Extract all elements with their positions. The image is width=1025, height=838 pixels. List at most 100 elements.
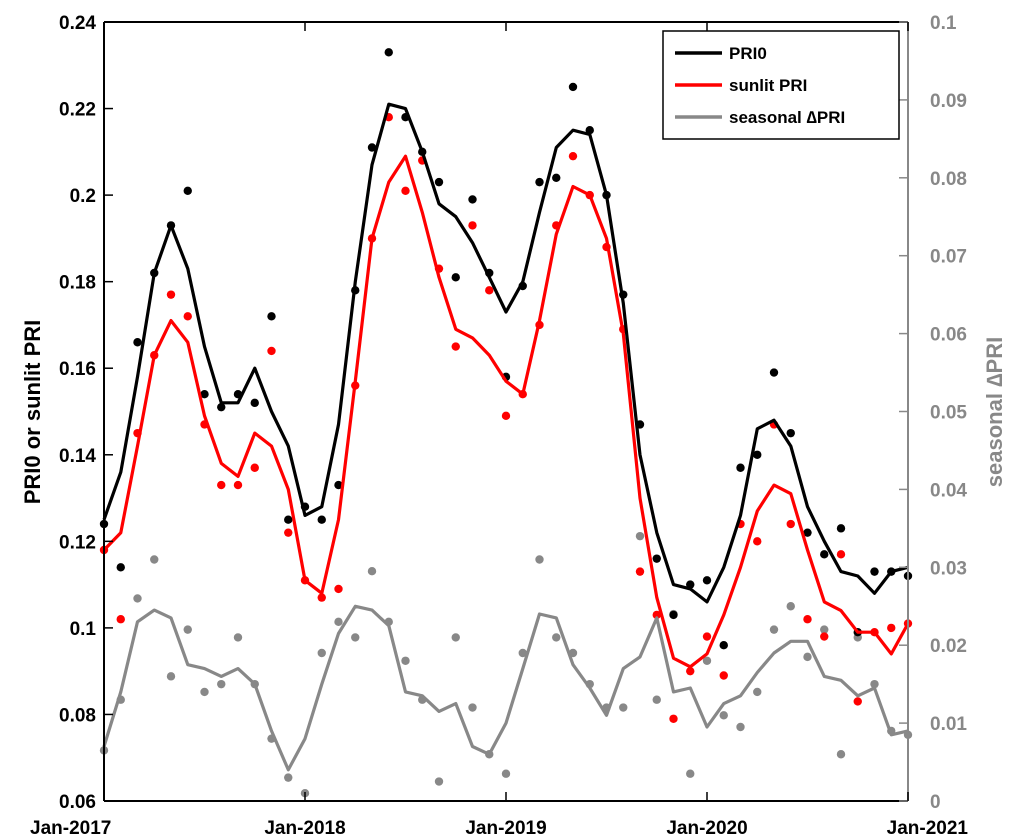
series-seasonal-pri-point-7: [217, 679, 226, 689]
series-pri0-point-46: [870, 567, 879, 576]
series-seasonal-pri-point-42: [803, 652, 812, 662]
series-sunlit-pri-point-47: [887, 623, 896, 633]
series-sunlit-pri-point-35: [686, 666, 695, 676]
series-pri0-point-37: [719, 641, 728, 650]
series-seasonal-pri-point-37: [719, 711, 728, 720]
series-pri0-point-28: [568, 82, 578, 92]
series-pri0-point-41: [786, 428, 795, 438]
series-seasonal-pri-point-44: [836, 750, 846, 759]
series-sunlit-pri-point-21: [451, 342, 460, 351]
series-seasonal-pri-point-43: [820, 625, 829, 634]
series-sunlit-pri-point-34: [669, 714, 678, 723]
series-pri0-point-39: [753, 450, 762, 459]
series-sunlit-pri-point-4: [166, 290, 176, 299]
series-pri0-point-10: [267, 312, 276, 321]
series-sunlit-pri-point-44: [836, 550, 846, 559]
series-pri0-point-5: [183, 186, 192, 195]
axes-layer: 0.06 0.08 0.1 0.12 0.14 0.16 0.18 0.2 0.22 0.24 0 0…: [30, 13, 968, 838]
y-right-tick-label: 0.07: [930, 247, 967, 268]
series-seasonal-pri-point-21: [451, 633, 460, 642]
series-pri0-point-11: [284, 515, 293, 524]
series-sunlit-pri-point-1: [116, 615, 125, 624]
y-left-tick-label: 0.14: [59, 446, 96, 467]
series-seasonal-pri-point-26: [535, 555, 544, 564]
series-sunlit-pri-point-9: [250, 463, 259, 472]
series-pri0-point-9: [250, 398, 259, 408]
series-seasonal-pri-point-39: [753, 687, 762, 697]
series-sunlit-pri-point-14: [334, 584, 343, 594]
series-seasonal-pri-line: [102, 604, 909, 772]
series-sunlit-pri-point-36: [702, 632, 712, 641]
y-left-tick-label: 0.12: [59, 532, 96, 553]
series-layer: [99, 48, 913, 798]
series-sunlit-pri-point-22: [468, 221, 477, 230]
series-seasonal-pri-point-41: [786, 602, 795, 611]
y-left-tick-label: 0.1: [70, 619, 97, 640]
y-right-tick-label: 0.1: [930, 13, 957, 34]
series-sunlit-pri-point-33: [652, 610, 661, 620]
y-right-tick-label: 0.09: [930, 91, 967, 112]
series-pri0-point-1: [116, 563, 125, 572]
series-seasonal-pri-point-40: [769, 625, 779, 634]
y-left-tick-label: 0.08: [59, 705, 96, 726]
series-seasonal-pri-point-18: [401, 656, 410, 665]
series-sunlit-pri-point-10: [267, 346, 276, 356]
series-seasonal-pri-point-16: [367, 566, 377, 576]
y-right-tick-label: 0.05: [930, 403, 967, 424]
series-seasonal-pri-point-35: [686, 769, 695, 778]
legend-label-sunlit-pri: sunlit PRI: [729, 76, 807, 95]
y-left-tick-label: 0.16: [59, 359, 96, 380]
x-tick-label: Jan-2018: [264, 818, 345, 838]
y-right-tick-label: 0.02: [930, 636, 967, 657]
series-sunlit-pri-point-43: [820, 632, 829, 641]
series-seasonal-pri-point-2: [133, 594, 142, 603]
y-axis-left-title: PRI0 or sunlit PRI: [20, 320, 45, 505]
series-sunlit-pri-point-42: [803, 615, 812, 624]
series-pri0-point-6: [200, 389, 209, 399]
x-tick-label: Jan-2019: [465, 818, 546, 838]
series-pri0-point-21: [451, 273, 460, 282]
series-seasonal-pri-point-6: [200, 687, 209, 697]
series-pri0-point-33: [652, 554, 661, 563]
legend-label-pri0: PRI0: [729, 44, 767, 63]
series-seasonal-pri-point-33: [652, 695, 661, 704]
series-pri0-point-7: [217, 402, 226, 412]
series-seasonal-pri-point-4: [166, 672, 176, 681]
legend: PRI0 sunlit PRI seasonal ∆PRI: [662, 30, 900, 140]
series-seasonal-pri-point-24: [501, 769, 511, 778]
series-pri0-point-44: [836, 524, 846, 533]
series-sunlit-pri-point-18: [401, 186, 410, 195]
y-right-tick-label: 0.03: [930, 558, 967, 579]
series-pri0-point-43: [820, 550, 829, 559]
series-pri0-point-14: [334, 480, 343, 490]
series-pri0-point-42: [803, 528, 812, 537]
series-sunlit-pri-point-5: [183, 312, 192, 321]
series-pri0-point-26: [535, 177, 544, 187]
y-left-tick-label: 0.06: [59, 792, 96, 813]
series-pri0-point-20: [434, 177, 444, 187]
series-seasonal-pri-point-46: [870, 679, 879, 689]
series-sunlit-pri-point-7: [217, 480, 226, 490]
series-pri0-point-2: [133, 338, 142, 347]
series-pri0-point-34: [669, 610, 678, 620]
series-sunlit-pri-point-23: [485, 286, 494, 295]
series-seasonal-pri-point-36: [702, 656, 712, 665]
series-sunlit-pri-line: [102, 154, 910, 669]
series-sunlit-pri-point-11: [284, 528, 293, 537]
y-axis-right-title: seasonal ∆PRI: [982, 337, 1007, 487]
y-right-tick-label: 0.04: [930, 480, 967, 501]
series-sunlit-pri-point-32: [635, 567, 645, 576]
x-tick-label: Jan-2020: [666, 818, 747, 838]
series-seasonal-pri-point-13: [317, 648, 326, 658]
series-seasonal-pri-point-32: [635, 531, 645, 541]
legend-label-seasonal-dpri: seasonal ∆PRI: [729, 108, 845, 127]
series-seasonal-pri-point-38: [736, 722, 745, 732]
series-seasonal-pri-point-20: [434, 777, 444, 786]
series-seasonal-pri-point-15: [351, 633, 360, 642]
series-sunlit-pri-point-13: [317, 593, 326, 602]
series-seasonal-pri-point-5: [183, 625, 192, 634]
series-sunlit-pri-point-8: [233, 480, 243, 490]
series-seasonal-pri-point-22: [468, 703, 477, 712]
y-left-tick-label: 0.24: [59, 13, 96, 34]
series-pri0-point-29: [585, 125, 594, 135]
